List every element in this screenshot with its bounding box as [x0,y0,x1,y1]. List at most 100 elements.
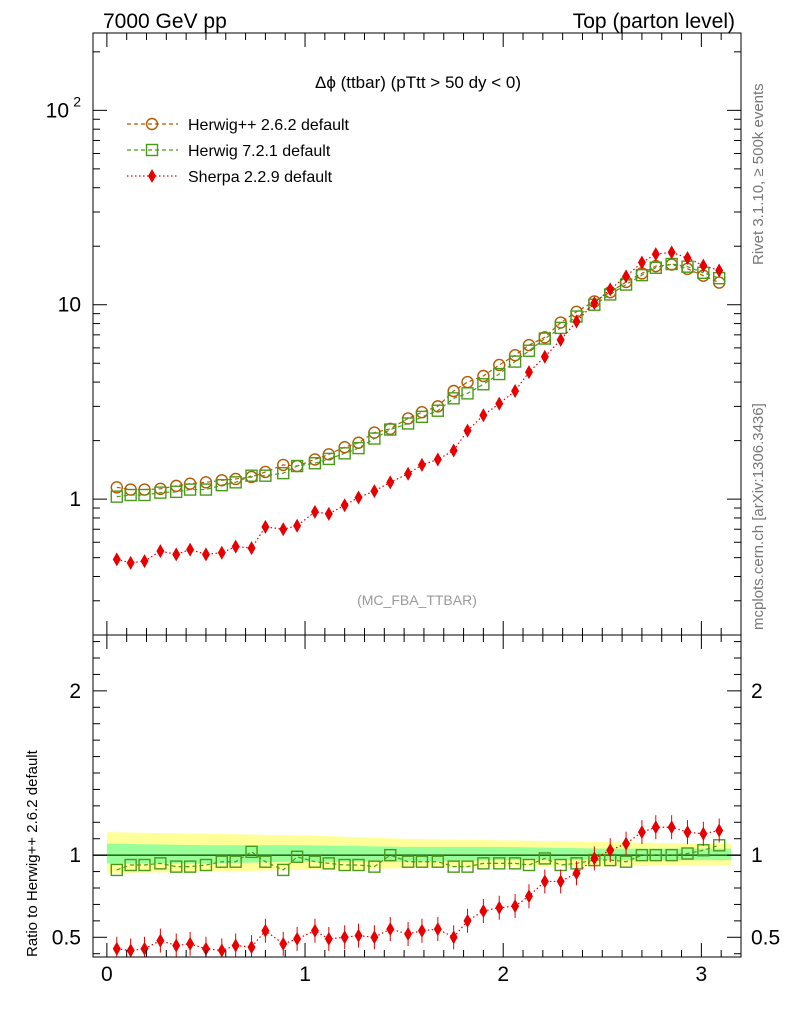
main-point-sherpa-11 [279,522,288,537]
ratio-point-sherpa-37 [683,825,692,840]
main-point-herwigpp-20 [415,406,429,419]
ratio-point-herwig7-7 [215,855,229,868]
main-chart-title: Δϕ (ttbar) (pTtt > 50 dy < 0) [315,73,521,92]
main-point-herwig7-17 [368,432,381,445]
main-point-herwig7-16 [352,441,365,455]
main-point-herwig7-19 [401,417,415,430]
main-point-herwig7-24 [477,378,490,391]
ratio-point-sherpa-38 [699,826,708,841]
main-point-herwig7-3 [154,486,167,499]
legend-label-herwigpp: Herwig++ 2.6.2 default [188,117,350,134]
main-point-herwig7-10 [259,469,272,482]
main-point-sherpa-25 [495,396,504,411]
main-point-sherpa-3 [156,544,165,559]
ratio-point-sherpa-36 [667,820,676,835]
ratio-point-sherpa-25 [495,900,504,915]
main-point-sherpa-5 [186,542,195,557]
main-point-herwig7-27 [522,344,536,357]
main-point-herwig7-14 [322,452,336,466]
ratio-point-sherpa-15 [340,930,349,945]
ratio-point-herwig7-23 [461,860,474,873]
main-ytick-label-1: 1 [69,488,81,511]
ratio-point-sherpa-22 [449,930,458,945]
ratio-point-sherpa-14 [324,931,333,946]
ratio-plot-frame [92,634,742,958]
main-point-sherpa-12 [293,518,302,533]
ratio-xtick-label-1: 1 [299,963,311,986]
ratio-point-sherpa-9 [247,940,256,955]
ratio-xtick-label-2: 2 [497,963,509,986]
main-point-sherpa-9 [247,541,256,556]
ratio-point-sherpa-39 [715,823,724,838]
ratio-point-sherpa-16 [354,928,363,943]
ratio-line-sherpa [116,826,720,952]
main-point-sherpa-32 [606,282,615,297]
main-point-sherpa-24 [479,408,488,423]
main-point-sherpa-4 [172,547,181,562]
main-point-herwigpp-22 [447,384,460,398]
ratio-point-sherpa-23 [463,913,472,928]
main-point-herwig7-28 [538,332,552,345]
ratio-point-herwig7-22 [447,860,460,873]
ratio-line-herwig7 [116,844,720,871]
main-point-sherpa-17 [370,484,379,499]
ratio-point-herwig7-19 [401,855,415,868]
ratio-point-sherpa-1 [126,943,135,957]
ratio-point-herwig7-25 [493,857,506,870]
ratio-point-herwig7-16 [352,858,365,872]
ratio-ytick-label-left-2: 2 [69,680,81,703]
ratio-point-herwig7-6 [199,858,213,872]
ratio-series-layer [110,815,726,957]
ratio-xtick-label-0: 0 [101,963,113,986]
main-point-herwig7-0 [110,490,123,503]
main-point-herwigpp-25 [493,358,506,372]
ratio-point-sherpa-17 [370,930,379,945]
main-point-herwigpp-26 [508,349,522,362]
main-point-sherpa-34 [637,255,646,270]
analysis-watermark: (MC_FBA_TTBAR) [357,592,477,608]
ratio-point-sherpa-10 [261,923,270,938]
main-point-sherpa-37 [683,250,692,265]
ratio-point-herwig7-9 [245,845,258,859]
main-point-sherpa-8 [231,539,240,554]
main-point-sherpa-27 [524,365,533,380]
ratio-point-sherpa-24 [479,904,488,918]
ratio-point-herwig7-14 [322,857,336,870]
ratio-ytick-label-right-1: 1 [751,844,763,867]
ratio-point-sherpa-11 [279,936,288,951]
ratio-point-sherpa-35 [651,820,660,835]
legend-marker-herwig7 [145,143,159,157]
ratio-point-herwig7-24 [477,857,490,870]
legend-label-herwig7: Herwig 7.2.1 default [188,143,331,160]
main-point-sherpa-15 [340,498,349,513]
main-point-sherpa-1 [126,555,135,570]
ratio-point-sherpa-5 [186,936,195,951]
ratio-point-herwig7-36 [665,848,678,862]
ratio-y-axis-label: Ratio to Herwig++ 2.6.2 default [24,749,41,957]
ratio-point-herwig7-2 [138,858,151,872]
main-point-herwig7-8 [229,476,242,489]
main-point-herwig7-11 [277,466,290,480]
ratio-point-herwig7-5 [183,860,197,873]
ratio-point-herwig7-17 [368,860,381,873]
ratio-point-sherpa-30 [572,866,581,881]
ratio-point-sherpa-12 [293,931,302,946]
main-point-sherpa-19 [404,466,413,481]
main-point-herwig7-21 [431,404,445,417]
ratio-point-herwig7-33 [619,855,633,868]
ratio-point-sherpa-18 [386,922,395,937]
main-point-sherpa-29 [556,332,565,347]
main-ytick-sup-100: 2 [73,93,81,109]
main-point-herwig7-7 [215,478,229,492]
ratio-point-herwig7-20 [415,855,429,868]
main-point-sherpa-13 [310,504,319,519]
ratio-point-sherpa-7 [217,943,226,957]
ratio-point-sherpa-21 [433,922,442,937]
legend-entry-sherpa: Sherpa 2.2.9 default [127,169,333,186]
main-point-sherpa-30 [572,314,581,329]
main-point-sherpa-14 [324,506,333,521]
legend-entry-herwigpp: Herwig++ 2.6.2 default [127,117,350,134]
main-series-layer [110,245,726,570]
ratio-point-sherpa-3 [156,933,165,948]
